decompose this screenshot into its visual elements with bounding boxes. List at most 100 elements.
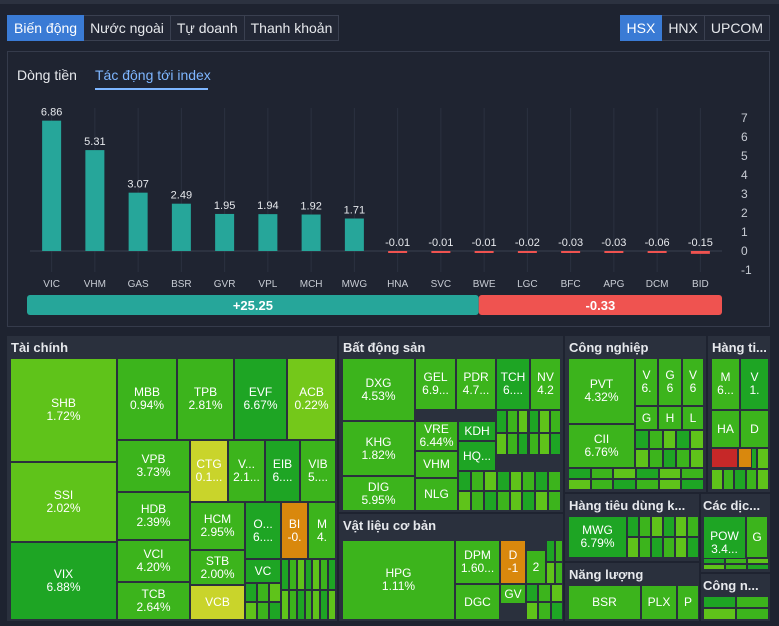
stock-cell-plx[interactable]: PLX xyxy=(641,585,677,620)
stock-cell-small[interactable] xyxy=(738,448,752,468)
stock-cell-small[interactable] xyxy=(517,410,529,433)
stock-cell-small[interactable] xyxy=(662,449,677,468)
stock-cell-small[interactable] xyxy=(703,558,725,564)
stock-cell-pdr[interactable]: PDR 4.7... xyxy=(456,358,496,410)
stock-cell-small[interactable] xyxy=(725,564,747,570)
stock-cell-small[interactable] xyxy=(288,589,297,620)
stock-cell-vre[interactable]: VRE 6.44% xyxy=(415,421,458,451)
stock-cell-small[interactable] xyxy=(676,449,691,468)
stock-cell-small[interactable] xyxy=(546,562,555,584)
stock-cell-small[interactable] xyxy=(522,471,536,491)
stock-cell-2[interactable]: 2 xyxy=(526,550,546,584)
stock-cell-small[interactable] xyxy=(550,410,561,433)
stock-cell-vcb[interactable]: VCB xyxy=(190,585,245,620)
stock-cell-v[interactable]: V... 2.1... xyxy=(228,440,265,502)
stock-cell-small[interactable] xyxy=(568,468,591,479)
stock-cell-small[interactable] xyxy=(711,469,723,490)
stock-cell-vix[interactable]: VIX 6.88% xyxy=(10,542,117,620)
stock-cell-small[interactable] xyxy=(539,410,551,433)
tab-hnx[interactable]: HNX xyxy=(662,15,705,41)
stock-cell-small[interactable] xyxy=(281,589,289,620)
stock-cell-small[interactable] xyxy=(509,471,523,491)
stock-cell-small[interactable] xyxy=(658,468,682,479)
stock-cell-gel[interactable]: GEL 6.9... xyxy=(415,358,456,410)
stock-cell-small[interactable] xyxy=(539,432,551,455)
stock-cell-small[interactable] xyxy=(554,562,563,584)
stock-cell-small[interactable] xyxy=(245,601,257,620)
stock-cell-small[interactable] xyxy=(496,432,507,455)
stock-cell-tcb[interactable]: TCB 2.64% xyxy=(117,582,190,620)
stock-cell-d[interactable]: D xyxy=(740,410,769,448)
stock-cell-small[interactable] xyxy=(506,432,518,455)
stock-cell-small[interactable] xyxy=(296,589,305,620)
stock-cell-p[interactable]: P xyxy=(677,585,699,620)
stock-cell-small[interactable] xyxy=(546,540,555,562)
stock-cell-small[interactable] xyxy=(687,537,699,558)
subtab-dong-tien[interactable]: Dòng tiền xyxy=(17,67,77,83)
stock-cell-small[interactable] xyxy=(663,516,675,537)
stock-cell-small[interactable] xyxy=(320,559,329,590)
stock-cell-small[interactable] xyxy=(736,608,769,620)
stock-cell-mwg[interactable]: MWG 6.79% xyxy=(568,516,627,558)
stock-cell-small[interactable] xyxy=(483,471,497,491)
stock-cell-evf[interactable]: EVF 6.67% xyxy=(234,358,287,440)
subtab-tac-dong[interactable]: Tác động tới index xyxy=(95,67,211,83)
stock-cell-small[interactable] xyxy=(651,537,663,558)
stock-cell-small[interactable] xyxy=(627,516,639,537)
stock-cell-small[interactable] xyxy=(745,469,758,490)
tab-thanh-khoan[interactable]: Thanh khoản xyxy=(244,15,340,41)
stock-cell-dgc[interactable]: DGC xyxy=(455,584,500,620)
stock-cell-small[interactable] xyxy=(675,537,687,558)
stock-cell-small[interactable] xyxy=(590,468,614,479)
stock-cell-v[interactable]: V 1. xyxy=(740,358,769,410)
stock-cell-small[interactable] xyxy=(635,430,649,449)
stock-cell-small[interactable] xyxy=(636,479,659,490)
stock-cell-small[interactable] xyxy=(269,583,281,602)
stock-cell-small[interactable] xyxy=(736,596,769,608)
stock-cell-hpg[interactable]: HPG 1.11% xyxy=(342,540,455,620)
stock-cell-small[interactable] xyxy=(535,491,549,511)
stock-cell-small[interactable] xyxy=(747,564,769,570)
stock-cell-small[interactable] xyxy=(757,469,769,490)
stock-cell-small[interactable] xyxy=(496,410,507,433)
tab-upcom[interactable]: UPCOM xyxy=(704,15,770,41)
stock-cell-h[interactable]: H xyxy=(658,406,682,430)
stock-cell-small[interactable] xyxy=(681,479,704,490)
stock-cell-small[interactable] xyxy=(458,471,471,491)
stock-cell-g[interactable]: G xyxy=(635,406,658,430)
tab-tu-doanh[interactable]: Tự doanh xyxy=(170,15,245,41)
stock-cell-small[interactable] xyxy=(703,608,736,620)
stock-cell-hq[interactable]: HQ... xyxy=(458,441,496,471)
stock-cell-small[interactable] xyxy=(690,449,704,468)
stock-cell-small[interactable] xyxy=(296,559,305,590)
stock-cell-small[interactable] xyxy=(509,491,523,511)
stock-cell-khg[interactable]: KHG 1.82% xyxy=(342,421,415,476)
stock-cell-small[interactable] xyxy=(635,449,649,468)
stock-cell-vci[interactable]: VCI 4.20% xyxy=(117,540,190,582)
stock-cell-stb[interactable]: STB 2.00% xyxy=(190,550,245,585)
stock-cell-small[interactable] xyxy=(676,430,691,449)
stock-cell-small[interactable] xyxy=(627,537,639,558)
stock-cell-small[interactable] xyxy=(590,479,614,490)
stock-cell-small[interactable] xyxy=(312,589,321,620)
stock-cell-small[interactable] xyxy=(483,491,497,511)
stock-cell-dig[interactable]: DIG 5.95% xyxy=(342,476,415,511)
stock-cell-small[interactable] xyxy=(734,469,746,490)
stock-cell-vpb[interactable]: VPB 3.73% xyxy=(117,440,190,492)
stock-cell-hdb[interactable]: HDB 2.39% xyxy=(117,492,190,540)
stock-cell-pvt[interactable]: PVT 4.32% xyxy=(568,358,635,424)
stock-cell-hcm[interactable]: HCM 2.95% xyxy=(190,502,245,550)
stock-cell-nv[interactable]: NV 4.2 xyxy=(530,358,561,410)
stock-cell-small[interactable] xyxy=(535,471,549,491)
tab-bien-dong[interactable]: Biến động xyxy=(7,15,85,41)
stock-cell-small[interactable] xyxy=(304,589,313,620)
stock-cell-tpb[interactable]: TPB 2.81% xyxy=(177,358,234,440)
stock-cell-small[interactable] xyxy=(526,584,539,602)
stock-cell-small[interactable] xyxy=(470,491,484,511)
stock-cell-vib[interactable]: VIB 5.... xyxy=(300,440,336,502)
stock-cell-small[interactable] xyxy=(312,559,321,590)
stock-cell-small[interactable] xyxy=(458,491,471,511)
stock-cell-shb[interactable]: SHB 1.72% xyxy=(10,358,117,462)
stock-cell-small[interactable] xyxy=(550,602,563,620)
stock-cell-small[interactable] xyxy=(528,410,540,433)
